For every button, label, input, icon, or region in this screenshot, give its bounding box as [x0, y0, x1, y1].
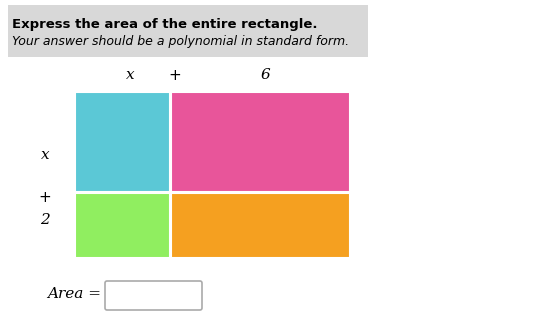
Bar — [8, 5, 368, 57]
Bar — [75, 92, 170, 192]
Text: 2: 2 — [40, 213, 50, 227]
Bar — [75, 193, 170, 258]
Text: x: x — [126, 68, 134, 82]
Text: +: + — [169, 67, 182, 83]
Text: +: + — [39, 191, 51, 205]
Bar — [171, 92, 350, 192]
Text: Your answer should be a polynomial in standard form.: Your answer should be a polynomial in st… — [12, 35, 349, 48]
Text: Area =: Area = — [47, 287, 101, 301]
Text: Express the area of the entire rectangle.: Express the area of the entire rectangle… — [12, 18, 317, 31]
FancyBboxPatch shape — [105, 281, 202, 310]
Text: x: x — [40, 148, 49, 162]
Bar — [171, 193, 350, 258]
Text: 6: 6 — [260, 68, 270, 82]
